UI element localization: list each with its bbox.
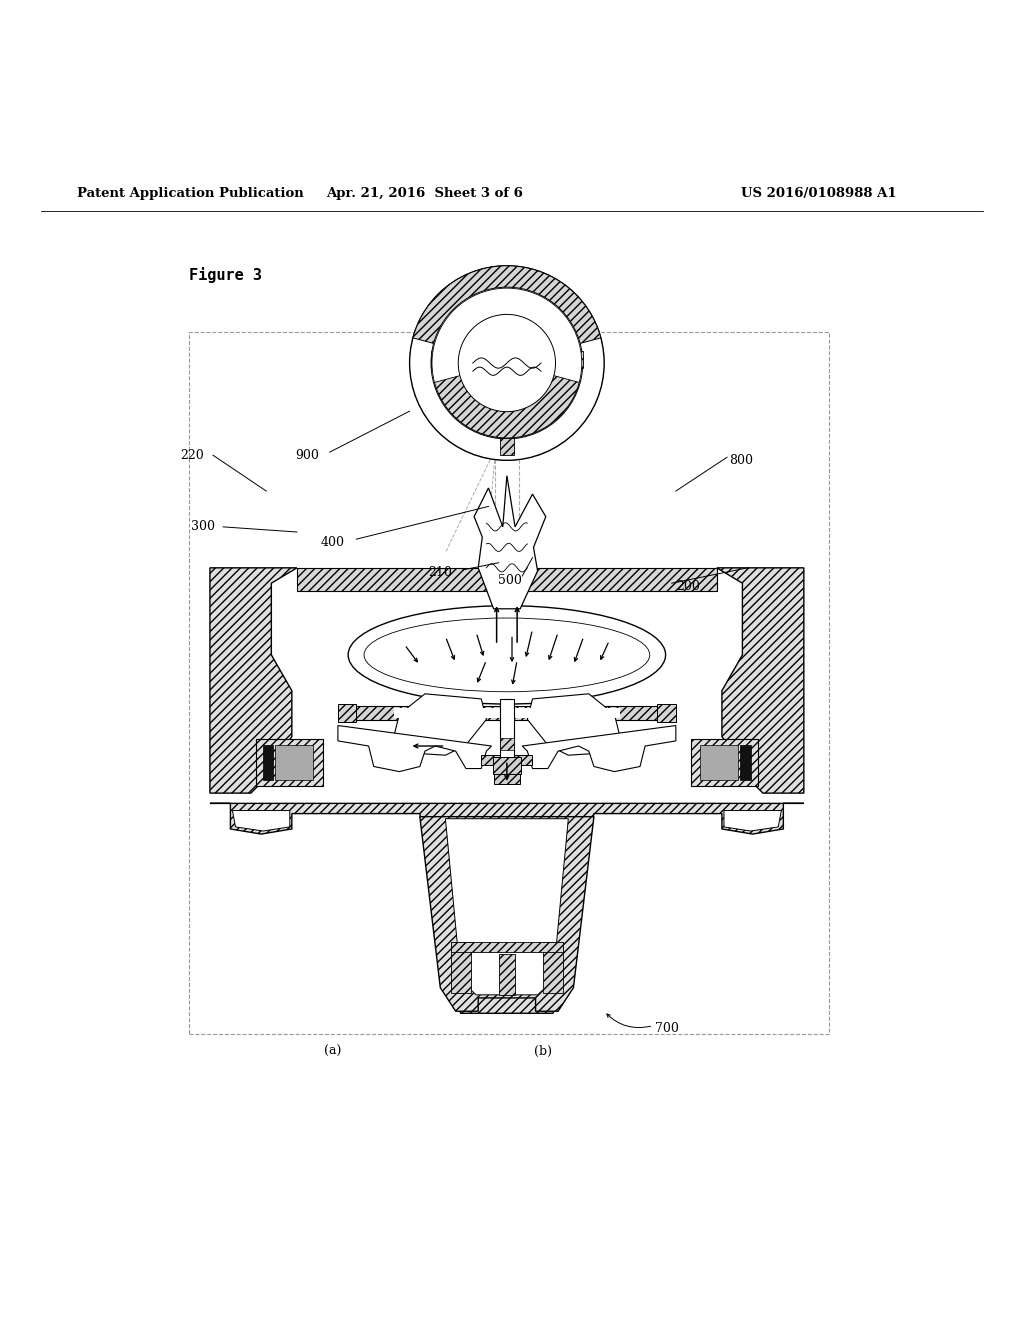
Text: 220: 220 <box>180 449 205 462</box>
Bar <box>691 739 758 785</box>
Bar <box>451 941 563 952</box>
Ellipse shape <box>364 618 650 692</box>
Polygon shape <box>724 810 781 832</box>
Bar <box>543 941 563 993</box>
Circle shape <box>459 314 555 412</box>
Bar <box>263 744 273 780</box>
Bar <box>343 706 671 721</box>
Text: US 2016/0108988 A1: US 2016/0108988 A1 <box>741 186 897 199</box>
Bar <box>256 739 323 785</box>
Bar <box>189 333 829 1034</box>
Bar <box>499 954 515 995</box>
Ellipse shape <box>348 606 666 704</box>
Polygon shape <box>717 568 804 793</box>
Text: Patent Application Publication: Patent Application Publication <box>77 186 303 199</box>
Bar <box>500 698 514 766</box>
Text: Figure 3: Figure 3 <box>189 267 262 282</box>
Polygon shape <box>527 694 620 755</box>
Polygon shape <box>445 818 568 995</box>
Wedge shape <box>413 265 601 363</box>
Polygon shape <box>394 694 486 755</box>
Polygon shape <box>522 726 676 772</box>
Bar <box>338 704 356 722</box>
Text: 210: 210 <box>428 566 453 579</box>
Bar <box>451 941 471 993</box>
Bar <box>275 744 313 780</box>
Bar <box>297 568 717 591</box>
Text: 300: 300 <box>190 520 215 533</box>
Polygon shape <box>431 351 583 368</box>
Bar <box>494 766 520 784</box>
Circle shape <box>410 265 604 461</box>
Text: 700: 700 <box>654 1022 679 1035</box>
Wedge shape <box>434 363 580 438</box>
Bar <box>500 738 514 750</box>
Bar <box>740 744 751 780</box>
Polygon shape <box>210 804 804 1014</box>
Text: 900: 900 <box>295 449 319 462</box>
Bar <box>394 708 620 718</box>
Bar <box>481 755 532 766</box>
Text: (b): (b) <box>534 1044 552 1057</box>
Text: 400: 400 <box>321 536 345 549</box>
Text: 800: 800 <box>729 454 754 467</box>
Bar <box>493 758 521 774</box>
Bar <box>500 438 514 455</box>
Text: 500: 500 <box>498 574 522 586</box>
Polygon shape <box>338 726 492 772</box>
Polygon shape <box>474 475 546 609</box>
Polygon shape <box>232 810 290 832</box>
Text: 200: 200 <box>676 579 700 593</box>
Circle shape <box>432 288 582 438</box>
Text: Apr. 21, 2016  Sheet 3 of 6: Apr. 21, 2016 Sheet 3 of 6 <box>327 186 523 199</box>
Polygon shape <box>420 817 594 1011</box>
Bar <box>657 704 676 722</box>
Text: (a): (a) <box>325 1044 341 1057</box>
Bar <box>700 744 738 780</box>
Polygon shape <box>210 568 297 793</box>
Circle shape <box>431 288 583 440</box>
